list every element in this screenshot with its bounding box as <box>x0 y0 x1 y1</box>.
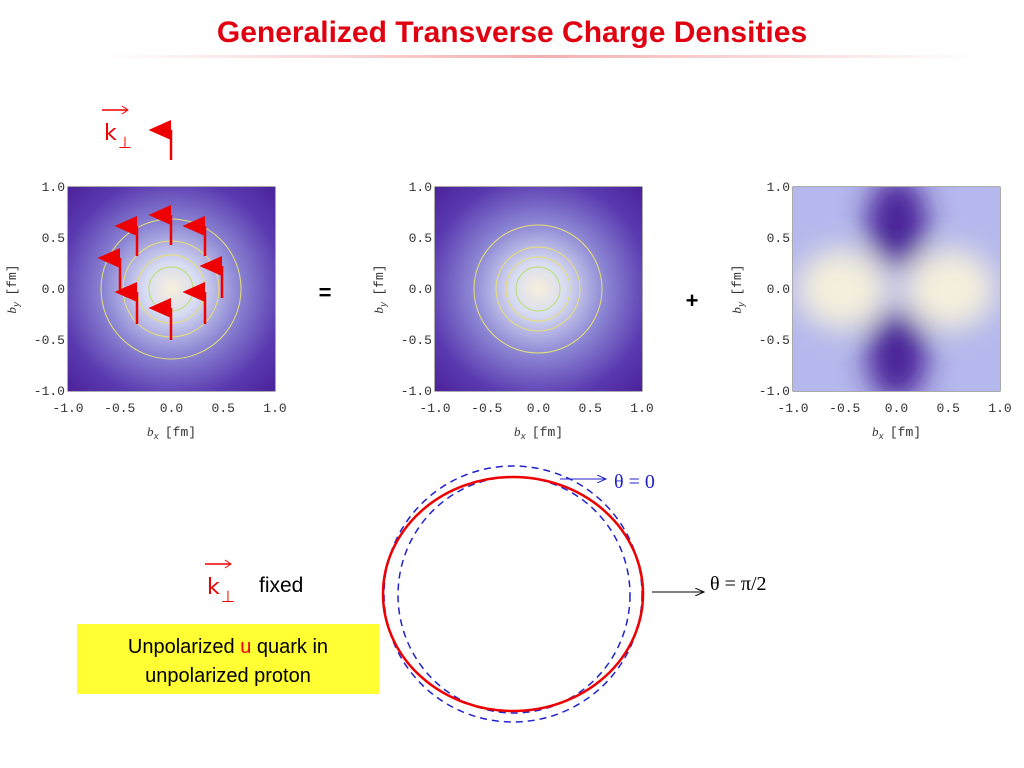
plots: -1.0-1.0-0.5-0.50.00.00.50.51.01.0bx [fm]… <box>4 180 1012 442</box>
x-tick-label: 1.0 <box>988 401 1011 416</box>
x-tick-label: 0.5 <box>937 401 960 416</box>
y-tick-label: -0.5 <box>759 333 790 348</box>
y-tick-label: 0.5 <box>409 231 432 246</box>
x-axis-label: bx [fm] <box>872 424 921 442</box>
y-tick-label: -1.0 <box>34 384 65 399</box>
theta-label: θ = 0 <box>614 471 655 493</box>
x-tick-label: 0.0 <box>527 401 550 416</box>
note-box <box>77 624 379 694</box>
x-tick-label: -0.5 <box>104 401 135 416</box>
density-plot <box>435 187 642 391</box>
title: Generalized Transverse Charge Densities <box>217 16 807 49</box>
theta-label: θ = π/2 <box>710 573 767 595</box>
unit: [fm] <box>372 264 387 295</box>
x-tick-label: 1.0 <box>630 401 653 416</box>
y-tick-label: -1.0 <box>759 384 790 399</box>
sub: x <box>152 432 159 442</box>
y-tick-label: 0.5 <box>767 231 790 246</box>
y-axis-label: by [fm] <box>729 264 747 313</box>
sym: b <box>514 424 521 439</box>
y-tick-label: 0.0 <box>767 282 790 297</box>
y-tick-label: 0.0 <box>409 282 432 297</box>
sub: y <box>379 301 389 308</box>
y-tick-label: 1.0 <box>767 180 790 195</box>
shape-curves <box>381 465 645 723</box>
unit: [fm] <box>730 264 745 295</box>
svg-text:k: k <box>207 575 220 600</box>
x-tick-label: 0.5 <box>579 401 602 416</box>
unit: [fm] <box>532 425 563 440</box>
plus: + <box>686 288 699 313</box>
y-tick-label: -0.5 <box>401 333 432 348</box>
unit: [fm] <box>5 264 20 295</box>
k-label: k ⊥ <box>102 105 132 152</box>
y-axis-label: by [fm] <box>4 264 22 313</box>
sym: b <box>729 307 744 314</box>
unit: [fm] <box>165 425 196 440</box>
x-tick-label: -1.0 <box>52 401 83 416</box>
equals: = <box>319 280 332 305</box>
sub: y <box>737 301 747 308</box>
y-tick-label: 0.5 <box>42 231 65 246</box>
x-tick-label: -1.0 <box>777 401 808 416</box>
x-tick-label: 0.0 <box>160 401 183 416</box>
y-axis-label: by [fm] <box>371 264 389 313</box>
note-text: Unpolarized <box>128 636 240 658</box>
x-tick-label: -0.5 <box>471 401 502 416</box>
sym: b <box>4 307 19 314</box>
sub: y <box>12 301 22 308</box>
x-axis-label: bx [fm] <box>147 424 196 442</box>
svg-text:⊥: ⊥ <box>118 133 132 152</box>
y-tick-label: 0.0 <box>42 282 65 297</box>
y-tick-label: 1.0 <box>42 180 65 195</box>
y-tick-label: -0.5 <box>34 333 65 348</box>
sym: b <box>371 307 386 314</box>
density-plot <box>793 187 1000 391</box>
svg-text:⊥: ⊥ <box>221 587 235 606</box>
y-tick-label: -1.0 <box>401 384 432 399</box>
title-rule <box>100 55 980 58</box>
spin-arrows <box>97 120 224 340</box>
svg-text:k: k <box>104 121 117 146</box>
sub: x <box>519 432 526 442</box>
x-axis-label: bx [fm] <box>514 424 563 442</box>
x-tick-label: 0.5 <box>212 401 235 416</box>
note-highlight: u <box>240 636 251 658</box>
x-tick-label: -1.0 <box>419 401 450 416</box>
x-tick-label: 1.0 <box>263 401 286 416</box>
sym: b <box>147 424 154 439</box>
note-line: Unpolarized u quark in <box>128 636 328 658</box>
y-tick-label: 1.0 <box>409 180 432 195</box>
fixed: fixed <box>259 574 303 597</box>
unit: [fm] <box>890 425 921 440</box>
x-tick-label: -0.5 <box>829 401 860 416</box>
sub: x <box>877 432 884 442</box>
note-line: unpolarized proton <box>145 665 311 687</box>
note-text: quark in <box>251 636 328 658</box>
sym: b <box>872 424 879 439</box>
k-label: k ⊥ <box>205 559 235 606</box>
x-tick-label: 0.0 <box>885 401 908 416</box>
